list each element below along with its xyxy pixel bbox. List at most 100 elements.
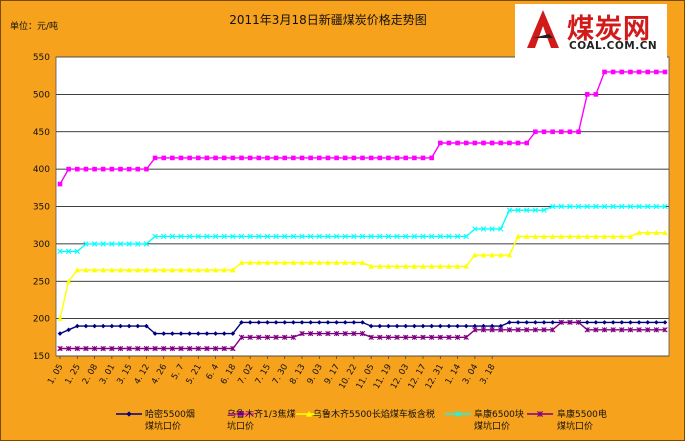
data-point	[386, 323, 391, 329]
data-point	[550, 129, 555, 135]
data-point	[342, 330, 348, 337]
legend-swatch-marker	[126, 411, 132, 417]
legend-swatch-marker	[238, 411, 244, 417]
data-point	[126, 345, 132, 352]
data-point	[342, 155, 348, 161]
data-point	[558, 203, 564, 210]
data-point	[178, 345, 184, 352]
data-point	[195, 233, 201, 240]
data-point	[170, 331, 175, 336]
y-tick-label: 250	[33, 277, 50, 287]
data-point	[403, 233, 409, 240]
legend-item: 阜康5500电煤坑口价	[527, 408, 607, 432]
legend-label: 阜康5500电煤坑口价	[557, 408, 607, 432]
data-point	[273, 320, 279, 325]
data-point	[290, 334, 297, 341]
data-point	[109, 166, 115, 172]
data-point	[662, 320, 668, 325]
data-point	[160, 267, 167, 273]
data-point	[91, 345, 98, 352]
data-point	[610, 327, 616, 333]
data-point	[299, 233, 305, 240]
x-tick-label: 3. 18	[478, 362, 497, 386]
data-point	[152, 233, 158, 240]
data-point	[420, 263, 426, 269]
legend-box	[112, 402, 677, 434]
data-point	[489, 252, 495, 258]
data-point	[169, 233, 176, 240]
series-lines	[57, 69, 668, 352]
data-point	[420, 334, 426, 341]
data-point	[360, 320, 365, 325]
data-point	[325, 330, 331, 337]
data-point	[342, 233, 348, 240]
data-point	[178, 267, 184, 273]
data-point	[567, 203, 573, 210]
data-point	[454, 263, 461, 269]
data-point	[377, 233, 383, 240]
data-point	[463, 233, 469, 240]
data-point	[91, 241, 98, 247]
data-point	[152, 267, 158, 273]
data-point	[532, 233, 539, 239]
data-point	[325, 155, 331, 161]
data-point	[489, 226, 495, 232]
data-point	[230, 345, 236, 352]
data-point	[316, 330, 322, 337]
x-tick-label: 1. 05	[46, 363, 65, 387]
x-tick-label: 6. 4	[204, 363, 221, 382]
data-point	[411, 334, 418, 341]
data-point	[584, 203, 590, 210]
data-point	[411, 233, 418, 240]
data-point	[118, 166, 123, 172]
x-tick-label: 1. 25	[63, 363, 82, 387]
data-point	[662, 327, 668, 333]
data-point	[532, 327, 539, 333]
data-point	[593, 320, 599, 325]
data-point	[593, 327, 599, 333]
data-point	[333, 330, 340, 337]
data-point	[186, 233, 193, 240]
data-point	[109, 323, 115, 329]
data-point	[256, 233, 262, 240]
data-point	[645, 320, 651, 325]
data-point	[221, 155, 227, 161]
y-tick-label: 350	[33, 203, 50, 213]
series-4	[57, 203, 668, 255]
data-point	[152, 345, 158, 352]
data-point	[178, 331, 184, 336]
data-point	[74, 166, 80, 172]
data-point	[161, 233, 167, 240]
data-point	[549, 327, 556, 333]
data-point	[619, 203, 625, 210]
data-point	[584, 233, 591, 239]
data-point	[644, 229, 651, 235]
data-point	[118, 323, 123, 329]
data-point	[186, 267, 193, 273]
data-point	[437, 323, 443, 329]
data-point	[195, 345, 201, 352]
data-point	[221, 345, 227, 352]
data-point	[187, 155, 192, 161]
data-point	[576, 129, 581, 135]
data-point	[498, 140, 504, 146]
data-point	[541, 129, 547, 135]
data-point	[420, 155, 426, 161]
legend-label: 阜康6500块煤坑口价	[474, 408, 524, 432]
data-point	[135, 166, 141, 172]
data-point	[386, 155, 391, 161]
data-point	[143, 241, 150, 247]
data-point	[550, 320, 555, 325]
data-point	[662, 229, 668, 235]
data-point	[541, 233, 547, 239]
data-point	[238, 334, 245, 341]
x-tick-label: 3. 04	[461, 363, 480, 387]
data-point	[653, 327, 660, 333]
data-point	[446, 140, 452, 146]
data-point	[515, 233, 521, 239]
data-point	[412, 155, 417, 161]
data-point	[359, 233, 366, 240]
data-point	[239, 155, 244, 161]
x-tick-label: 4. 12	[133, 363, 152, 387]
data-point	[273, 233, 279, 240]
